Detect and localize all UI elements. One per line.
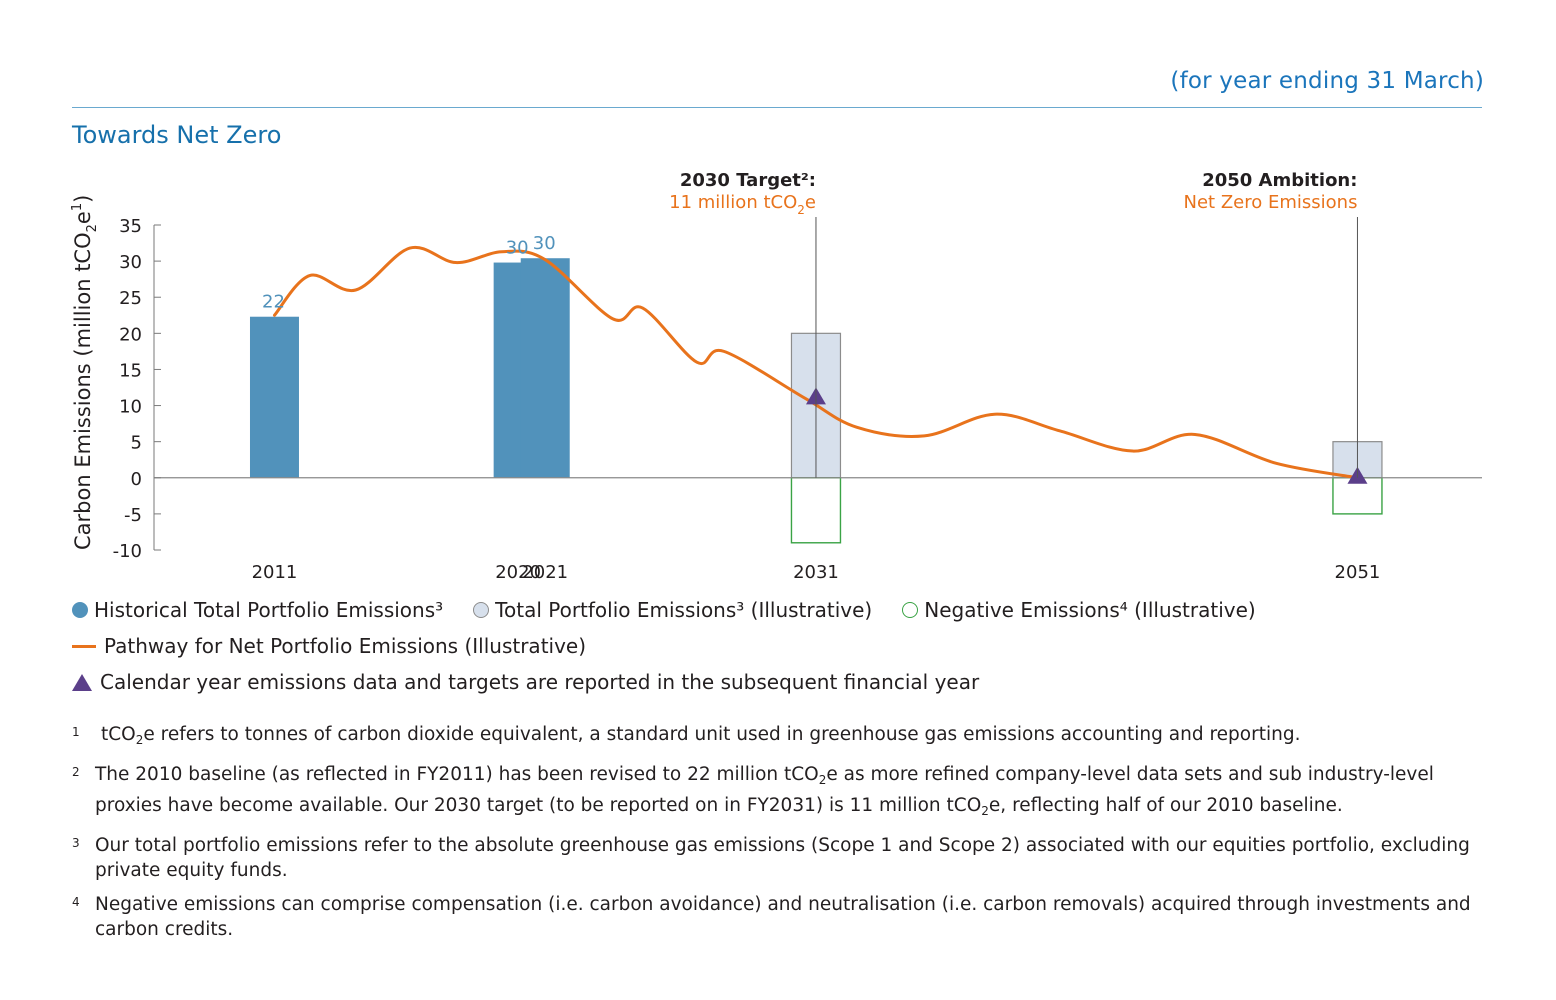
y-tick-label: 5 [131, 433, 142, 454]
triangle-icon [72, 673, 92, 691]
pathway-line [272, 245, 1359, 480]
footnote-3: 3 Our total portfolio emissions refer to… [72, 835, 1470, 881]
x-tick-label: 2051 [1335, 562, 1381, 583]
legend-total-illustrative: Total Portfolio Emissions³ (Illustrative… [473, 598, 872, 622]
legend-negative: Negative Emissions⁴ (Illustrative) [902, 598, 1256, 622]
y-tick-label: 30 [119, 252, 142, 273]
y-tick-label: -10 [113, 541, 142, 562]
y-axis-label: Carbon Emissions (million tCO2e1) [70, 195, 100, 550]
y-tick-label: -5 [124, 505, 142, 526]
y-tick-label: 35 [119, 216, 142, 237]
y-tick-label: 0 [131, 469, 142, 490]
negative-bar-2051 [1332, 477, 1383, 515]
legend-row-2: Pathway for Net Portfolio Emissions (Ill… [72, 634, 616, 658]
grey-circle-icon [473, 602, 490, 618]
annotation-subtitle-2051: Net Zero Emissions [1184, 192, 1358, 213]
legend-pathway: Pathway for Net Portfolio Emissions (Ill… [72, 634, 586, 658]
data-label-2021: 30 [533, 233, 556, 254]
orange-line-icon [72, 644, 96, 648]
y-tick-label: 20 [119, 324, 142, 345]
x-tick-label: 2020 [495, 562, 541, 583]
annotation-title-2031: 2030 Target²: [680, 170, 816, 191]
y-tick-label: 15 [119, 360, 142, 381]
x-tick-label: 2021 [522, 562, 568, 583]
annotation-title-2051: 2050 Ambition: [1202, 170, 1357, 191]
legend-row-3: Calendar year emissions data and targets… [72, 670, 1009, 694]
period-note: (for year ending 31 March) [1170, 68, 1484, 94]
y-tick-label: 25 [119, 288, 142, 309]
x-tick-label: 2011 [252, 562, 298, 583]
legend-row-1: Historical Total Portfolio Emissions³ To… [72, 598, 1286, 622]
legend-historical: Historical Total Portfolio Emissions³ [72, 598, 443, 622]
historical-bar-2021 [520, 258, 570, 478]
footnote-1: 1 tCO2e refers to tonnes of carbon dioxi… [72, 724, 1301, 747]
legend-marker: Calendar year emissions data and targets… [72, 670, 979, 694]
blue-circle-icon [72, 602, 88, 618]
data-label-2011: 22 [262, 292, 285, 313]
historical-bar-2011 [249, 316, 299, 478]
y-tick-label: 10 [119, 397, 142, 418]
negative-bar-2031 [790, 477, 842, 544]
x-tick-label: 2031 [793, 562, 839, 583]
footnotes: 1 tCO2e refers to tonnes of carbon dioxi… [72, 722, 1482, 951]
footnote-4: 4 Negative emissions can comprise compen… [72, 894, 1471, 940]
chart-title: Towards Net Zero [72, 121, 282, 149]
data-label-2020: 30 [506, 238, 529, 259]
header-divider [72, 107, 1482, 108]
green-circle-icon [902, 602, 919, 618]
footnote-2: 2 The 2010 baseline (as reflected in FY2… [72, 764, 1434, 818]
annotation-subtitle-2031: 11 million tCO2e [669, 192, 816, 217]
